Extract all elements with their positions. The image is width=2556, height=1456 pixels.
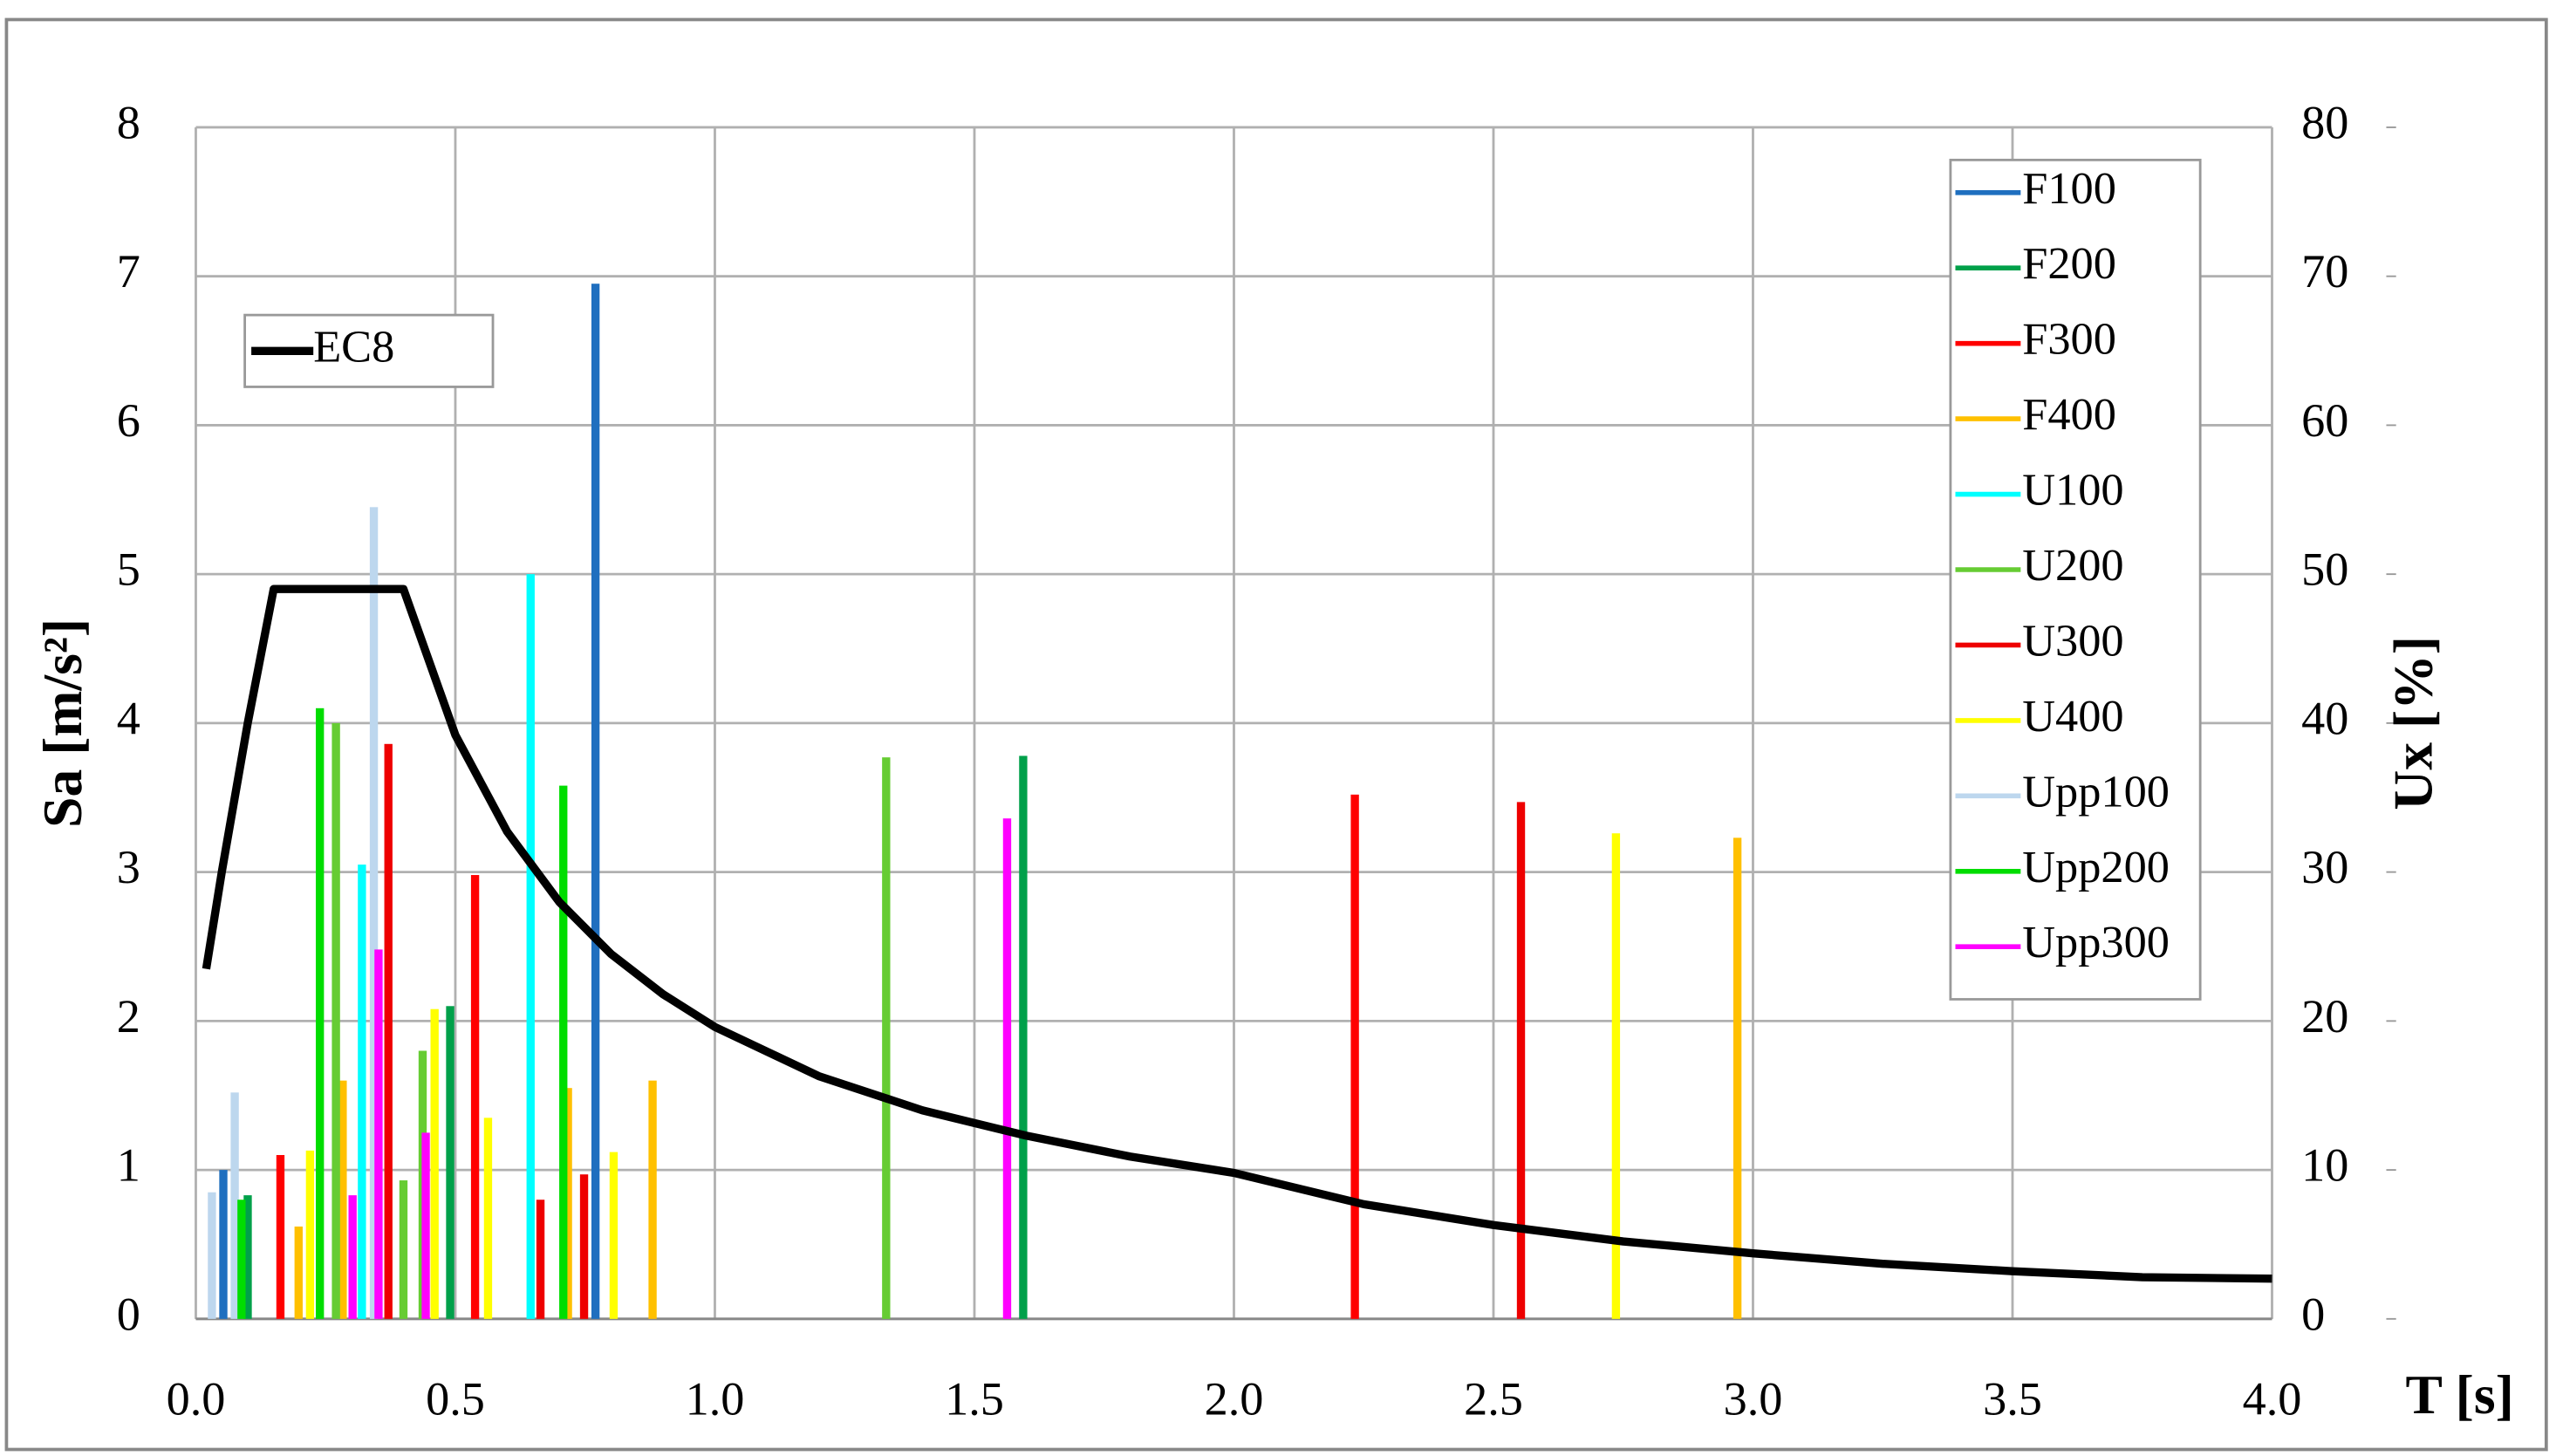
bar [208, 1192, 216, 1319]
legend-label: F300 [2022, 314, 2116, 365]
y2-tick-label: 40 [2301, 692, 2348, 744]
bar [609, 1152, 618, 1319]
legend-label: U300 [2022, 615, 2123, 666]
y-tick-label: 0 [117, 1288, 140, 1340]
bar [648, 1080, 657, 1319]
y2-tick-label: 70 [2301, 245, 2348, 297]
x-tick-label: 4.0 [2243, 1373, 2302, 1425]
bar [483, 1118, 493, 1319]
bar [305, 1150, 315, 1319]
legend-box [243, 313, 495, 388]
legend-label: F200 [2022, 238, 2116, 289]
bar [564, 1088, 572, 1319]
bar [446, 1006, 454, 1319]
bar [276, 1155, 285, 1319]
x-tick-label: 3.5 [1983, 1373, 2042, 1425]
legend-label: Upp100 [2022, 766, 2170, 817]
bar [237, 1200, 246, 1319]
bar [1516, 802, 1526, 1319]
bar [399, 1180, 408, 1319]
bar [591, 284, 600, 1319]
legend-label: Upp200 [2022, 842, 2170, 892]
bar [230, 1092, 239, 1319]
legend: F100 F200 F300 F400 U100 U200 U300 U400 Upp100 Up… [1949, 158, 2202, 1001]
bar [579, 1174, 589, 1319]
x-tick-label: 1.5 [945, 1373, 1004, 1425]
x-tick-label: 0.5 [426, 1373, 485, 1425]
y2-tick-label: 20 [2301, 990, 2348, 1042]
x-axis-title: T [s] [2406, 1364, 2514, 1425]
y2-tick-label: 10 [2301, 1139, 2348, 1192]
legend-box [1949, 158, 2202, 1001]
y2-tick-label: 50 [2301, 543, 2348, 596]
x-tick-label: 2.0 [1205, 1373, 1264, 1425]
y-tick-label: 3 [117, 841, 140, 893]
bar [1732, 837, 1742, 1319]
bar [331, 722, 340, 1319]
y-tick-label: 1 [117, 1139, 140, 1192]
y-axis-title: Sa [m/s²] [31, 619, 93, 828]
bar [536, 1200, 545, 1319]
bar [1611, 833, 1621, 1319]
bar [882, 757, 891, 1319]
x-tick-label: 2.5 [1464, 1373, 1523, 1425]
x-tick-label: 1.0 [686, 1373, 745, 1425]
bar [430, 1008, 439, 1319]
y-tick-label: 6 [117, 394, 140, 447]
bar [384, 743, 393, 1319]
line [202, 584, 2272, 1283]
y-tick-label: 7 [117, 245, 140, 297]
bar [1350, 794, 1359, 1319]
legend-label: U100 [2022, 465, 2123, 516]
y-tick-label: 4 [117, 692, 140, 744]
legend-label: U200 [2022, 540, 2123, 591]
legend-label: U400 [2022, 691, 2123, 742]
bar [470, 875, 480, 1319]
bar [369, 507, 379, 1319]
bar [219, 1170, 228, 1319]
bar [1019, 755, 1028, 1319]
bar [316, 707, 325, 1319]
y-tick-label: 2 [117, 990, 140, 1042]
bar [374, 949, 383, 1319]
bar [243, 1195, 252, 1319]
legend-label: F100 [2022, 163, 2116, 214]
bar [348, 1195, 357, 1319]
bar [358, 865, 366, 1319]
bar [294, 1226, 303, 1319]
y2-tick-label: 0 [2301, 1288, 2325, 1340]
bar [1002, 818, 1012, 1319]
bar [559, 785, 568, 1319]
legend-label: F400 [2022, 389, 2116, 440]
y2-tick-label: 30 [2301, 841, 2348, 893]
y2-tick-label: 60 [2301, 394, 2348, 447]
y-tick-label: 5 [117, 543, 140, 596]
x-tick-label: 3.0 [1724, 1373, 1783, 1425]
y2-tick-label: 80 [2301, 96, 2348, 148]
bar [526, 574, 535, 1319]
x-tick-label: 0.0 [167, 1373, 226, 1425]
bar [421, 1132, 430, 1319]
y-tick-label: 8 [117, 96, 140, 148]
legend-label: EC8 [313, 321, 394, 372]
legend-label: Upp300 [2022, 917, 2170, 967]
legend: EC8 [243, 313, 495, 388]
bar [338, 1080, 347, 1319]
y2-axis-title: Ux [%] [2382, 636, 2443, 810]
